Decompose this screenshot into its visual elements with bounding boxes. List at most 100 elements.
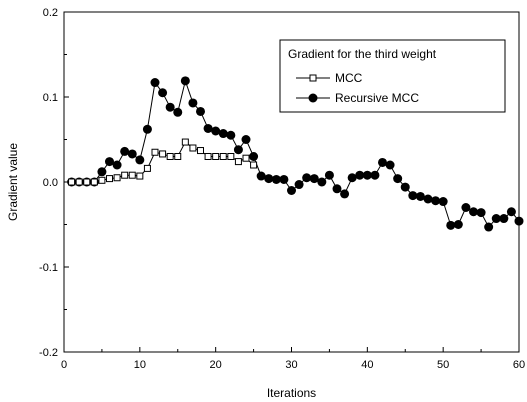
data-point-recursive-mcc — [264, 174, 274, 184]
data-point-recursive-mcc — [438, 197, 448, 207]
data-point-recursive-mcc — [211, 126, 221, 136]
legend-item-mcc: MCC — [296, 71, 363, 85]
data-point-recursive-mcc — [188, 98, 198, 108]
data-point-recursive-mcc — [340, 189, 350, 199]
data-point-recursive-mcc — [415, 191, 425, 201]
x-axis: 0 10 20 30 40 50 60 — [61, 347, 525, 371]
data-point-recursive-mcc — [142, 124, 152, 134]
data-point-mcc — [204, 153, 212, 160]
data-point-recursive-mcc — [256, 171, 266, 181]
data-point-mcc — [227, 153, 235, 160]
legend-items: MCC Recursive MCC — [296, 71, 419, 105]
data-point-recursive-mcc — [347, 173, 357, 183]
series-mcc — [68, 138, 258, 186]
data-point-recursive-mcc — [453, 220, 463, 229]
data-point-recursive-mcc — [249, 152, 259, 161]
data-point-recursive-mcc — [400, 182, 410, 192]
legend-title: Gradient for the third weight — [288, 47, 437, 61]
data-point-recursive-mcc — [271, 174, 281, 184]
data-point-recursive-mcc — [218, 129, 228, 139]
data-point-mcc — [181, 138, 189, 146]
y-tick-label: -0.2 — [39, 347, 58, 359]
series-recursive-mcc — [67, 76, 524, 232]
x-axis-label: Iterations — [267, 386, 316, 400]
x-tick-label: 0 — [61, 359, 67, 371]
data-point-mcc — [106, 175, 113, 183]
data-point-recursive-mcc — [294, 180, 304, 190]
data-point-mcc — [143, 164, 151, 172]
data-point-mcc — [174, 153, 182, 160]
series-layer — [67, 76, 524, 232]
data-point-recursive-mcc — [378, 157, 387, 167]
legend-marker-mcc — [309, 74, 317, 82]
data-point-recursive-mcc — [150, 78, 160, 88]
data-point-recursive-mcc — [484, 222, 494, 232]
legend-box — [279, 39, 506, 113]
x-tick-label: 40 — [361, 359, 373, 371]
data-point-recursive-mcc — [431, 196, 441, 206]
data-point-mcc — [219, 153, 227, 160]
data-point-mcc — [90, 178, 98, 186]
data-point-mcc — [234, 158, 242, 166]
data-point-recursive-mcc — [135, 155, 145, 165]
data-point-mcc — [159, 150, 167, 158]
data-point-mcc — [212, 153, 220, 160]
data-point-recursive-mcc — [408, 191, 418, 201]
data-point-mcc — [151, 148, 159, 156]
data-point-recursive-mcc — [158, 88, 168, 98]
data-point-mcc — [128, 171, 136, 179]
data-point-recursive-mcc — [196, 106, 205, 116]
data-point-recursive-mcc — [226, 130, 236, 140]
data-point-recursive-mcc — [317, 177, 327, 187]
y-tick-label: 0.2 — [43, 7, 58, 19]
x-tick-label: 60 — [513, 359, 525, 371]
data-point-recursive-mcc — [233, 145, 243, 155]
data-point-recursive-mcc — [393, 174, 403, 184]
data-point-mcc — [83, 178, 91, 186]
data-point-recursive-mcc — [491, 214, 501, 224]
y-tick-label: 0.0 — [43, 177, 58, 189]
legend: Gradient for the third weight MCC Recursi… — [279, 39, 506, 113]
data-point-mcc — [166, 153, 174, 160]
data-point-mcc — [136, 172, 144, 180]
data-point-recursive-mcc — [476, 208, 486, 218]
y-tick-label: 0.1 — [43, 92, 58, 104]
data-point-mcc — [121, 171, 129, 179]
data-point-recursive-mcc — [112, 160, 122, 170]
data-point-mcc — [75, 178, 83, 186]
x-tick-label: 50 — [437, 359, 449, 371]
data-point-mcc — [189, 144, 197, 152]
y-tick-label: -0.1 — [39, 262, 58, 274]
data-point-recursive-mcc — [241, 135, 251, 144]
data-point-recursive-mcc — [173, 107, 183, 117]
data-point-recursive-mcc — [97, 167, 107, 177]
data-point-mcc — [197, 147, 204, 155]
legend-marker-recursive-mcc — [308, 93, 318, 103]
data-point-recursive-mcc — [120, 146, 130, 156]
data-point-mcc — [250, 161, 258, 169]
data-point-recursive-mcc — [514, 216, 524, 226]
data-point-recursive-mcc — [324, 170, 334, 180]
data-point-mcc — [242, 154, 250, 162]
x-tick-label: 10 — [134, 359, 146, 371]
data-point-recursive-mcc — [105, 157, 114, 167]
legend-label-recursive-mcc: Recursive MCC — [335, 91, 419, 105]
data-point-recursive-mcc — [180, 76, 190, 86]
data-point-recursive-mcc — [423, 194, 433, 204]
data-point-recursive-mcc — [355, 170, 365, 180]
data-point-recursive-mcc — [469, 207, 478, 217]
legend-item-recursive-mcc: Recursive MCC — [296, 91, 419, 105]
y-axis-label: Gradient value — [6, 143, 20, 221]
data-point-recursive-mcc — [302, 173, 312, 183]
data-point-recursive-mcc — [332, 184, 342, 194]
data-point-recursive-mcc — [362, 170, 372, 180]
legend-label-mcc: MCC — [335, 71, 363, 85]
data-point-mcc — [68, 178, 76, 186]
x-tick-label: 20 — [210, 359, 222, 371]
data-point-recursive-mcc — [203, 123, 213, 133]
data-point-recursive-mcc — [287, 186, 296, 195]
data-point-recursive-mcc — [279, 174, 289, 184]
data-point-mcc — [98, 176, 106, 184]
y-axis: -0.2 -0.1 0.0 0.1 0.2 — [39, 7, 69, 359]
